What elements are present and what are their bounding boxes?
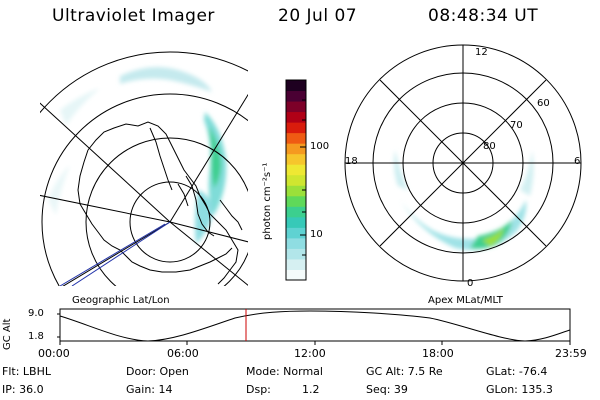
- color-bar-segment: [286, 101, 306, 113]
- color-bar-tick-10: 10: [310, 229, 323, 240]
- color-bar-segment: [286, 122, 306, 134]
- altitude-plot: [57, 308, 571, 345]
- info-flt: Flt: LBHL: [2, 365, 51, 378]
- aurora-right: [394, 150, 534, 250]
- info-ip: IP: 36.0: [2, 383, 44, 396]
- date-label: 20 Jul 07: [278, 6, 358, 26]
- color-bar-segment: [286, 111, 306, 123]
- color-bar-segment: [286, 216, 306, 228]
- altitude-plot-frame: [59, 308, 571, 342]
- info-glat: GLat: -76.4: [486, 365, 548, 378]
- info-dsp-label: Dsp:: [246, 383, 271, 396]
- altitude-ylabel: GC Alt: [2, 318, 13, 350]
- info-mode: Mode: Normal: [246, 365, 323, 378]
- color-bar-segment: [286, 174, 306, 186]
- color-bar-segment: [286, 164, 306, 176]
- color-bar-segment: [286, 143, 306, 155]
- altitude-xtick: 18:00: [422, 347, 454, 360]
- mlat-label-70: 70: [510, 120, 523, 131]
- info-glon: GLon: 135.3: [486, 383, 553, 396]
- left-map-caption: Geographic Lat/Lon: [72, 295, 170, 306]
- geographic-map: [40, 51, 248, 286]
- altitude-xtick: 00:00: [38, 347, 70, 360]
- ground-track: [59, 221, 171, 286]
- magnetic-map: [344, 44, 582, 282]
- mlt-label-12: 12: [475, 47, 488, 58]
- altitude-xtick: 23:59: [555, 347, 587, 360]
- right-map-caption: Apex MLat/MLT: [428, 295, 503, 306]
- info-dsp-value: 1.2: [302, 383, 320, 396]
- mlat-label-60: 60: [537, 98, 550, 109]
- altitude-ytick-bottom: 1.8: [28, 331, 44, 342]
- antarctica-outline: [77, 121, 243, 285]
- altitude-xtick: 12:00: [294, 347, 326, 360]
- color-bar-segment: [286, 258, 306, 270]
- color-bar-segment: [286, 206, 306, 218]
- info-seq: Seq: 39: [366, 383, 408, 396]
- info-door: Door: Open: [126, 365, 189, 378]
- altitude-ytick-top: 9.0: [28, 308, 44, 319]
- color-bar-segment: [286, 132, 306, 144]
- mlt-label-0: 0: [467, 278, 474, 289]
- aurora-left: [48, 67, 227, 244]
- info-gcalt: GC Alt: 7.5 Re: [366, 365, 443, 378]
- color-bar-segment: [286, 185, 306, 197]
- color-bar-segment: [286, 269, 306, 281]
- color-bar-segment: [286, 80, 306, 92]
- mlt-label-18: 18: [345, 156, 358, 167]
- color-bar-segment: [286, 227, 306, 239]
- info-gain: Gain: 14: [126, 383, 173, 396]
- color-bar-tick-100: 100: [310, 141, 330, 152]
- color-bar-segment: [286, 248, 306, 260]
- color-bar-unit: photon cm⁻²s⁻¹: [262, 162, 273, 240]
- altitude-xtick: 06:00: [167, 347, 199, 360]
- color-bar-segment: [286, 90, 306, 102]
- color-bar-frame: [285, 79, 307, 281]
- altitude-curve: [59, 310, 571, 342]
- mlat-label-80: 80: [483, 141, 496, 152]
- color-bar-segment: [286, 195, 306, 207]
- color-bar-segment: [286, 153, 306, 165]
- instrument-title: Ultraviolet Imager: [52, 6, 215, 26]
- color-bar: [286, 80, 306, 281]
- color-bar-segment: [286, 237, 306, 249]
- mlt-label-6: 6: [574, 156, 581, 167]
- time-label: 08:48:34 UT: [428, 6, 539, 26]
